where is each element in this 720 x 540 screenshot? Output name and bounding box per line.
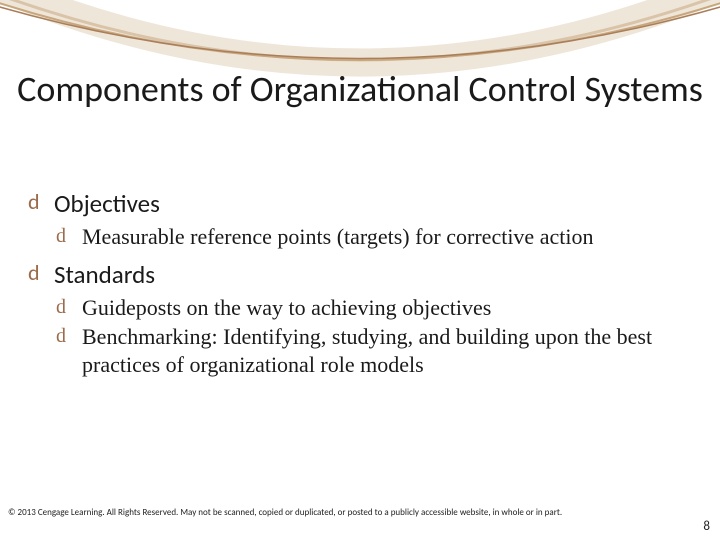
bullet-label: Objectives <box>54 188 160 219</box>
bullet-objectives: d Objectives <box>28 188 692 219</box>
bullet-label: Guideposts on the way to achieving objec… <box>82 294 491 322</box>
bullet-standards-sub-1: d Benchmarking: Identifying, studying, a… <box>56 323 692 378</box>
slide-content: d Objectives d Measurable reference poin… <box>28 188 692 380</box>
page-number: 8 <box>703 519 710 534</box>
bullet-objectives-sub-0: d Measurable reference points (targets) … <box>56 223 692 251</box>
slide-title: Components of Organizational Control Sys… <box>0 68 720 111</box>
bullet-label: Standards <box>54 259 155 290</box>
bullet-label: Benchmarking: Identifying, studying, and… <box>82 323 692 378</box>
bullet-standards-sub-0: d Guideposts on the way to achieving obj… <box>56 294 692 322</box>
bullet-icon: d <box>28 259 54 288</box>
bullet-icon: d <box>28 188 54 217</box>
bullet-icon: d <box>56 223 82 249</box>
bullet-standards: d Standards <box>28 259 692 290</box>
copyright-text: © 2013 Cengage Learning. All Rights Rese… <box>8 507 712 518</box>
bullet-icon: d <box>56 294 82 320</box>
bullet-icon: d <box>56 323 82 349</box>
bullet-label: Measurable reference points (targets) fo… <box>82 223 593 251</box>
